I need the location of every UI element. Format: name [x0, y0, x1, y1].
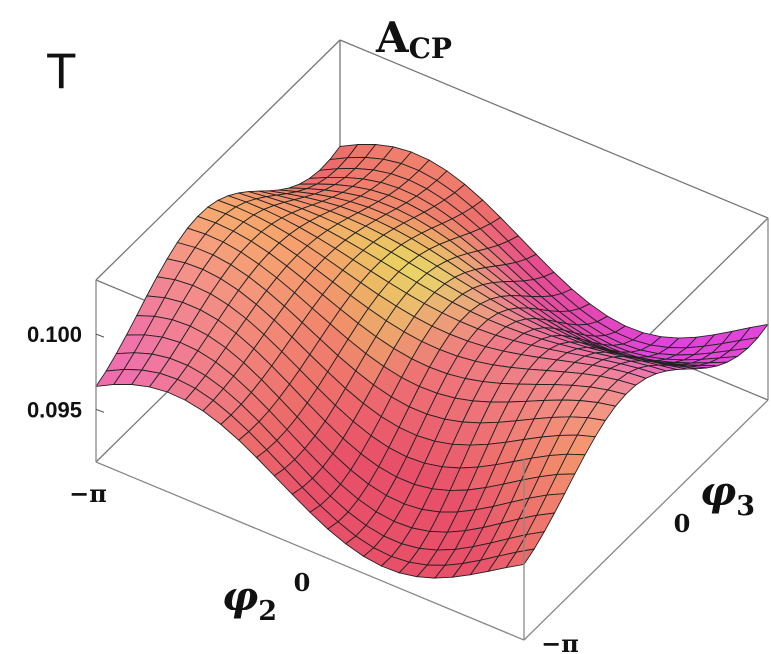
- bounding-box-front-edges: [95, 218, 769, 641]
- box-edge-top-left: [95, 39, 341, 281]
- chart-title-main: A: [375, 13, 410, 62]
- chart-title: ACP: [375, 13, 452, 65]
- x-tick-labels: −π0π: [69, 479, 311, 597]
- y-tick-label: 0: [674, 509, 691, 538]
- x-axis-label-sub: 2: [258, 596, 277, 627]
- x-axis-label: φ2: [222, 573, 277, 627]
- panel-label: T: [46, 43, 77, 99]
- chart-title-sub: CP: [409, 32, 452, 65]
- box-edge-front-bottom-y: [523, 399, 769, 641]
- z-tick-label: 0.100: [27, 322, 82, 347]
- x-axis-label-main: φ: [222, 573, 258, 620]
- y-axis-label-sub: 3: [736, 491, 755, 522]
- z-tick-labels: 0.095 0.100: [27, 322, 105, 422]
- x-tick-label: 0: [294, 568, 311, 597]
- box-edge-front-bottom-x: [95, 461, 525, 641]
- surface-patch: [505, 548, 536, 569]
- z-tick-label: 0.095: [27, 397, 82, 422]
- y-tick-label: −π: [541, 629, 579, 654]
- surface-mesh: [95, 143, 770, 579]
- x-tick-label: −π: [69, 479, 107, 508]
- z-tick-mark: [95, 333, 105, 338]
- y-tick-labels: −π0π: [541, 509, 691, 654]
- y-axis-label: φ3: [700, 468, 755, 522]
- y-axis-label-main: φ: [700, 468, 736, 515]
- box-edge-top-back: [339, 39, 769, 219]
- z-tick-mark: [95, 408, 105, 413]
